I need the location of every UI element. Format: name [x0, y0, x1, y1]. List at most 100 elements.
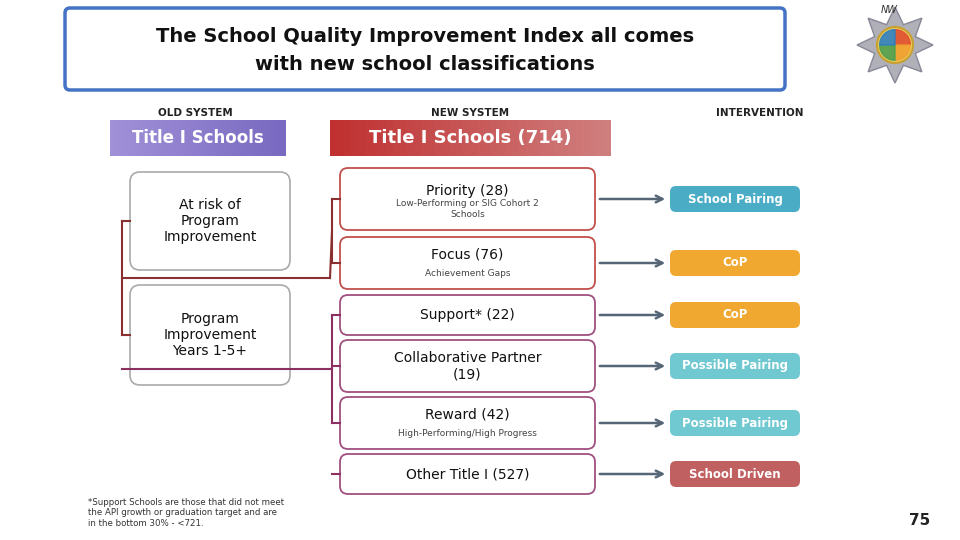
Text: Title I Schools: Title I Schools [132, 129, 263, 147]
Bar [237, 120, 242, 156]
Bar [554, 120, 562, 156]
Bar [400, 120, 408, 156]
Bar [519, 120, 527, 156]
Bar [533, 120, 541, 156]
Text: Possible Pairing: Possible Pairing [682, 416, 788, 429]
Bar [561, 120, 569, 156]
Bar [498, 120, 506, 156]
Bar [184, 120, 190, 156]
Bar [330, 120, 338, 156]
Bar [198, 120, 203, 156]
Text: Collaborative Partner
(19): Collaborative Partner (19) [394, 351, 541, 381]
Bar [150, 120, 155, 156]
Text: Reward (42): Reward (42) [425, 408, 510, 422]
FancyBboxPatch shape [340, 454, 595, 494]
FancyBboxPatch shape [340, 237, 595, 289]
Bar [442, 120, 450, 156]
Text: INTERVENTION: INTERVENTION [716, 108, 804, 118]
Bar [202, 120, 207, 156]
Text: NW: NW [881, 5, 898, 15]
Bar [276, 120, 281, 156]
FancyBboxPatch shape [670, 186, 800, 212]
Bar [449, 120, 457, 156]
Bar [232, 120, 238, 156]
Bar [224, 120, 229, 156]
Bar [344, 120, 352, 156]
Text: NEW SYSTEM: NEW SYSTEM [431, 108, 509, 118]
Bar [547, 120, 555, 156]
Bar [428, 120, 436, 156]
Bar [393, 120, 401, 156]
Bar [568, 120, 576, 156]
Text: Title I Schools (714): Title I Schools (714) [369, 129, 571, 147]
FancyBboxPatch shape [670, 302, 800, 328]
Text: Low-Performing or SIG Cohort 2
Schools: Low-Performing or SIG Cohort 2 Schools [396, 199, 539, 219]
Bar [263, 120, 269, 156]
Text: CoP: CoP [722, 308, 748, 321]
Bar [110, 120, 115, 156]
Bar [372, 120, 380, 156]
Bar [603, 120, 611, 156]
Bar [470, 120, 478, 156]
Bar [491, 120, 499, 156]
Text: At risk of
Program
Improvement: At risk of Program Improvement [163, 198, 256, 244]
Bar [512, 120, 520, 156]
Text: Priority (28): Priority (28) [426, 184, 509, 198]
Bar [114, 120, 120, 156]
Bar [123, 120, 129, 156]
Bar [421, 120, 429, 156]
Bar [596, 120, 604, 156]
Bar [193, 120, 199, 156]
Polygon shape [895, 30, 910, 45]
Bar [128, 120, 132, 156]
Bar [154, 120, 159, 156]
Bar [140, 120, 146, 156]
Bar [435, 120, 443, 156]
Text: with new school classifications: with new school classifications [255, 56, 595, 75]
FancyBboxPatch shape [670, 410, 800, 436]
Bar [463, 120, 471, 156]
FancyBboxPatch shape [670, 353, 800, 379]
FancyBboxPatch shape [670, 461, 800, 487]
FancyBboxPatch shape [130, 172, 290, 270]
Bar [358, 120, 366, 156]
Polygon shape [857, 7, 933, 83]
Bar [136, 120, 142, 156]
Bar [582, 120, 590, 156]
FancyBboxPatch shape [130, 285, 290, 385]
Bar [132, 120, 137, 156]
Bar [171, 120, 177, 156]
Bar [250, 120, 255, 156]
Text: School Pairing: School Pairing [687, 192, 782, 206]
Bar [162, 120, 168, 156]
Bar [210, 120, 216, 156]
Text: Support* (22): Support* (22) [420, 308, 515, 322]
Text: Program
Improvement
Years 1-5+: Program Improvement Years 1-5+ [163, 312, 256, 358]
Text: Focus (76): Focus (76) [431, 248, 504, 262]
Bar [145, 120, 151, 156]
Polygon shape [879, 30, 895, 45]
FancyBboxPatch shape [670, 250, 800, 276]
Bar [414, 120, 422, 156]
FancyBboxPatch shape [340, 340, 595, 392]
Bar [351, 120, 359, 156]
Text: CoP: CoP [722, 256, 748, 269]
Text: OLD SYSTEM: OLD SYSTEM [157, 108, 232, 118]
FancyBboxPatch shape [65, 8, 785, 90]
FancyBboxPatch shape [340, 397, 595, 449]
Text: School Driven: School Driven [689, 468, 780, 481]
Text: The School Quality Improvement Index all comes: The School Quality Improvement Index all… [156, 28, 694, 46]
Bar [337, 120, 345, 156]
Bar [526, 120, 534, 156]
Bar [206, 120, 211, 156]
Bar [180, 120, 185, 156]
Text: 75: 75 [909, 513, 930, 528]
Bar [477, 120, 485, 156]
FancyBboxPatch shape [340, 168, 595, 230]
Polygon shape [879, 45, 895, 60]
Circle shape [877, 27, 913, 63]
Bar [215, 120, 221, 156]
Bar [268, 120, 273, 156]
Bar [259, 120, 264, 156]
Bar [575, 120, 583, 156]
